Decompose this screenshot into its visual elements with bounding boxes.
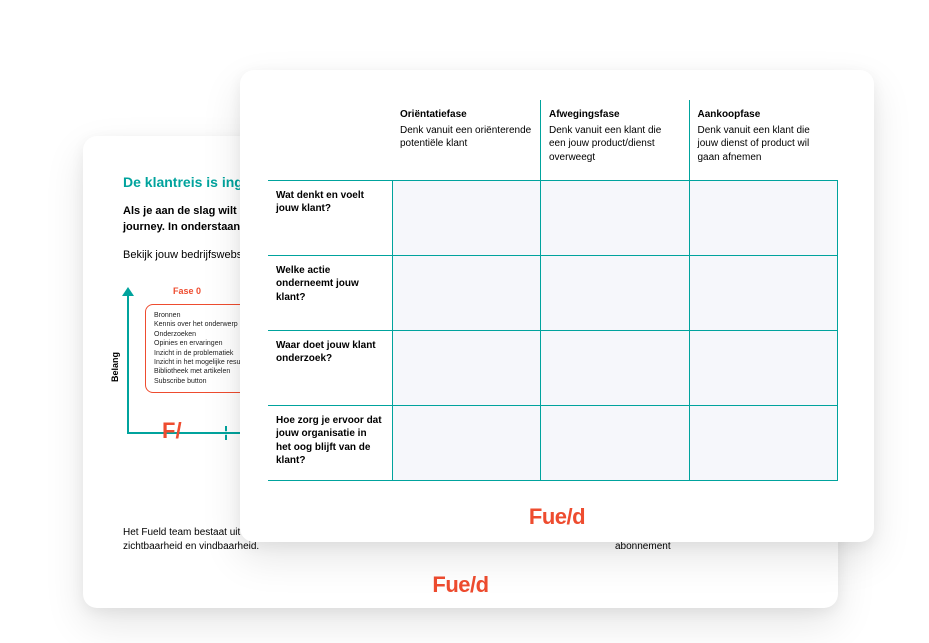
matrix-row: Wat denkt en voelt jouw klant? bbox=[268, 180, 838, 255]
matrix-cell bbox=[392, 330, 541, 405]
matrix-cell bbox=[541, 180, 690, 255]
matrix-row: Hoe zorg je ervoor dat jouw organisatie … bbox=[268, 405, 838, 480]
phase-0-label: Fase 0 bbox=[157, 286, 217, 296]
matrix-cell bbox=[689, 330, 838, 405]
matrix-cell bbox=[541, 255, 690, 330]
matrix-row: Waar doet jouw klant onderzoek? bbox=[268, 330, 838, 405]
matrix-cell bbox=[689, 180, 838, 255]
matrix-cell bbox=[689, 255, 838, 330]
matrix-header-row: Oriëntatiefase Denk vanuit een oriëntere… bbox=[268, 100, 838, 180]
row-header: Welke actie onderneemt jouw klant? bbox=[268, 255, 392, 330]
row-header: Waar doet jouw klant onderzoek? bbox=[268, 330, 392, 405]
row-header: Wat denkt en voelt jouw klant? bbox=[268, 180, 392, 255]
column-subtitle: Denk vanuit een oriënterende potentiële … bbox=[400, 125, 531, 150]
matrix-cell bbox=[392, 255, 541, 330]
column-subtitle: Denk vanuit een klant die jouw dienst of… bbox=[698, 125, 810, 163]
y-axis-line bbox=[127, 292, 129, 432]
fueld-logo: Fue/d bbox=[83, 572, 838, 598]
matrix-cell bbox=[541, 405, 690, 480]
matrix-corner-blank bbox=[268, 100, 392, 180]
matrix-cell bbox=[689, 405, 838, 480]
fueld-logo: Fue/d bbox=[240, 504, 874, 530]
y-axis-arrow-icon bbox=[122, 287, 134, 296]
matrix-cell bbox=[392, 180, 541, 255]
axis-tick bbox=[225, 426, 227, 440]
customer-journey-matrix: Oriëntatiefase Denk vanuit een oriëntere… bbox=[268, 100, 838, 481]
column-title: Afwegingsfase bbox=[549, 108, 681, 122]
column-title: Oriëntatiefase bbox=[400, 108, 532, 122]
y-axis-label: Belang bbox=[110, 352, 120, 382]
matrix-cell bbox=[392, 405, 541, 480]
front-document-card: Oriëntatiefase Denk vanuit een oriëntere… bbox=[240, 70, 874, 542]
column-title: Aankoopfase bbox=[698, 108, 830, 122]
column-header: Oriëntatiefase Denk vanuit een oriëntere… bbox=[392, 100, 541, 180]
matrix-row: Welke actie onderneemt jouw klant? bbox=[268, 255, 838, 330]
fueld-short-logo: F/ bbox=[162, 418, 182, 444]
matrix-cell bbox=[541, 330, 690, 405]
column-header: Afwegingsfase Denk vanuit een klant die … bbox=[541, 100, 690, 180]
column-header: Aankoopfase Denk vanuit een klant die jo… bbox=[689, 100, 838, 180]
row-header: Hoe zorg je ervoor dat jouw organisatie … bbox=[268, 405, 392, 480]
column-subtitle: Denk vanuit een klant die een jouw produ… bbox=[549, 125, 661, 163]
